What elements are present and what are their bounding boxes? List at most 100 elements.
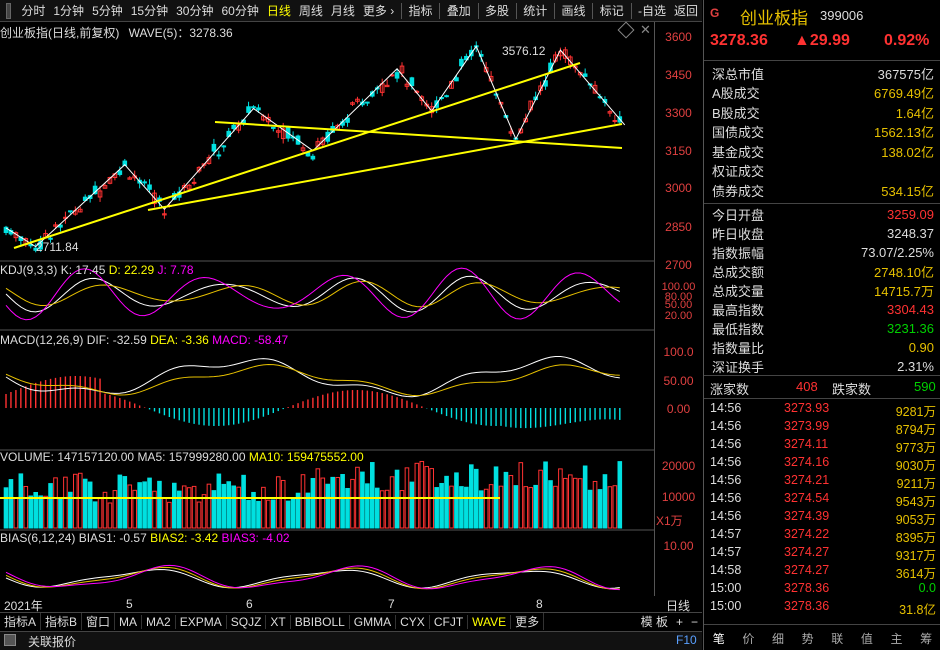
- trend-line: [214, 121, 623, 149]
- candle-body: [409, 77, 415, 87]
- quote-tab[interactable]: 筹: [920, 631, 933, 646]
- stat-value: 6769.49亿: [874, 86, 934, 101]
- volume-bar: [543, 461, 548, 529]
- stat-row: 指数振幅 73.07/2.25%: [712, 243, 934, 261]
- macd-macd: MACD: -58.47: [212, 333, 289, 347]
- candle-body: [355, 98, 360, 102]
- x-tick: 6: [246, 597, 253, 611]
- volume-bar: [582, 465, 588, 529]
- tool-button[interactable]: 统计: [523, 4, 548, 18]
- chart-area[interactable]: [0, 22, 655, 612]
- indicator-tab[interactable]: MA: [115, 614, 143, 629]
- indicator-tab[interactable]: BBIBOLL: [291, 614, 350, 629]
- right-axis: 3600 3450 3300 3150 3000 2850 2700 100.00 80.00 5…: [655, 22, 702, 612]
- tick-time: 14:57: [710, 527, 742, 541]
- quote-tab[interactable]: 联: [831, 631, 844, 646]
- candle-body: [271, 126, 276, 129]
- period-tab[interactable]: 1分钟: [53, 4, 85, 18]
- volume-bar: [241, 474, 246, 529]
- quote-tab[interactable]: 价: [742, 631, 755, 646]
- volume-bar: [172, 482, 177, 529]
- bias-info: BIAS(6,12,24) BIAS1: -0.57 BIAS2: -3.42 …: [0, 531, 655, 547]
- indicator-tab[interactable]: 更多: [511, 613, 545, 630]
- indicator-tab[interactable]: XT: [266, 614, 291, 629]
- candle-body: [231, 124, 236, 130]
- tick-price: 3273.93: [784, 401, 830, 415]
- volume-bar: [612, 485, 618, 529]
- volume-bar: [201, 494, 207, 529]
- expand-icon[interactable]: [4, 634, 16, 646]
- volume-bar: [196, 501, 202, 529]
- period-tab[interactable]: 5分钟: [92, 4, 123, 18]
- indicator-tab[interactable]: CFJT: [430, 614, 469, 629]
- volume-bar: [394, 469, 400, 529]
- stat-row: B股成交 1.64亿: [712, 103, 934, 121]
- period-tab[interactable]: 周线: [298, 4, 323, 18]
- stat-row: 指数量比 0.90: [712, 338, 934, 356]
- tick-row: 14:56 3274.21 9211万: [710, 473, 936, 491]
- indicator-tab[interactable]: CYX: [396, 614, 430, 629]
- kdj-d-line: [5, 280, 620, 308]
- volume-bar: [122, 476, 128, 529]
- kdj-j-line: [5, 267, 621, 321]
- volume-bar: [389, 476, 395, 529]
- tool-button[interactable]: 叠加: [446, 4, 471, 18]
- indicator-tab[interactable]: GMMA: [350, 614, 397, 629]
- period-tab[interactable]: 60分钟: [221, 4, 259, 18]
- volume-bar: [597, 489, 603, 529]
- quote-tab[interactable]: 笔: [712, 631, 725, 646]
- candle-body: [399, 65, 405, 74]
- indicator-tab[interactable]: 指标B: [41, 613, 83, 630]
- tick-volume: 8794万: [895, 423, 936, 437]
- minus-icon[interactable]: −: [690, 614, 698, 629]
- linked-quote[interactable]: 关联报价: [28, 635, 77, 649]
- volume-bar: [340, 474, 345, 529]
- period-tab[interactable]: 分时: [21, 4, 46, 18]
- candle-body: [345, 117, 350, 123]
- tick-time: 15:00: [710, 599, 742, 613]
- tool-button[interactable]: 指标: [408, 4, 433, 18]
- volume-bar: [379, 490, 385, 529]
- tick-price: 3274.11: [784, 437, 829, 451]
- tick-row: 14:56 3273.93 9281万: [710, 401, 936, 419]
- quote-tab[interactable]: 主: [890, 631, 903, 646]
- close-icon[interactable]: ✕: [640, 22, 651, 37]
- volume-bar: [498, 485, 504, 529]
- tool-button[interactable]: 多股: [484, 4, 509, 18]
- template-button[interactable]: 模 板: [640, 615, 668, 629]
- quote-tab[interactable]: 细: [772, 631, 785, 646]
- period-tab[interactable]: 日线: [266, 4, 291, 18]
- menu-square-icon[interactable]: [6, 2, 12, 19]
- indicator-tab[interactable]: WAVE: [468, 614, 512, 629]
- period-tab[interactable]: 月线: [330, 4, 355, 18]
- f10-button[interactable]: F10: [676, 633, 697, 647]
- volume-bar: [73, 473, 78, 529]
- indicator-tab[interactable]: 窗口: [82, 613, 116, 630]
- indicator-tab[interactable]: SQJZ: [227, 614, 267, 629]
- candle-body: [48, 237, 53, 240]
- tool-button[interactable]: 画线: [561, 4, 586, 18]
- macd-label: MACD(12,26,9): [0, 333, 84, 347]
- period-tab[interactable]: 15分钟: [130, 4, 169, 18]
- period-tab[interactable]: 30分钟: [176, 4, 214, 18]
- volume-bar: [211, 490, 217, 529]
- tick-row: 14:57 3274.27 9317万: [710, 545, 936, 563]
- tick-time: 14:56: [710, 491, 742, 505]
- plus-icon[interactable]: +: [675, 614, 683, 629]
- macd-dif: DIF: -32.59: [86, 333, 147, 347]
- tool-button[interactable]: 标记: [599, 4, 624, 18]
- volume-bar: [246, 499, 251, 529]
- indicator-tab[interactable]: 指标A: [0, 613, 42, 630]
- period-tab[interactable]: 更多 ›: [362, 4, 395, 18]
- tool-button[interactable]: -自选: [637, 4, 666, 18]
- y-tick-main: 3150: [665, 144, 692, 158]
- up-count: 408: [796, 379, 818, 394]
- tool-button[interactable]: 返回: [673, 4, 698, 18]
- quote-tab[interactable]: 势: [801, 631, 814, 646]
- stat-label: 国债成交: [712, 125, 765, 140]
- indicator-tab[interactable]: MA2: [142, 614, 176, 629]
- quote-tab[interactable]: 值: [860, 631, 873, 646]
- volume-bar: [28, 495, 34, 529]
- tick-row: 14:56 3274.39 9053万: [710, 509, 936, 527]
- indicator-tab[interactable]: EXPMA: [176, 614, 227, 629]
